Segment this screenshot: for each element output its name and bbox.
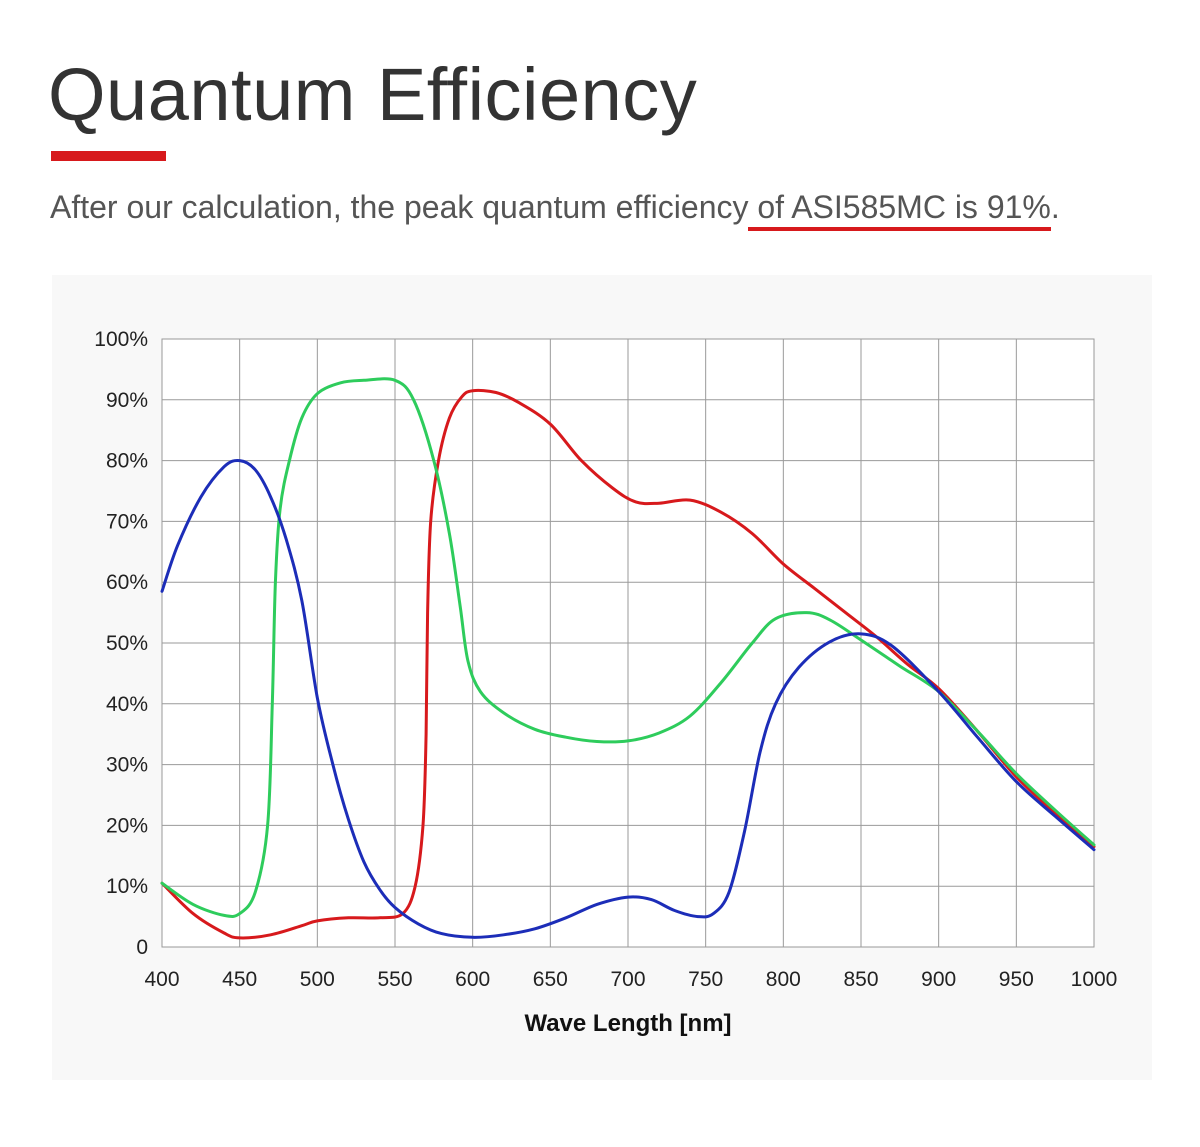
series-layer bbox=[160, 377, 1096, 940]
x-tick-label: 600 bbox=[455, 968, 490, 991]
quantum-efficiency-chart: 400 450 500 550 600 650 700 750 800 850 900 950 1000… bbox=[94, 328, 1117, 1037]
green-channel-line bbox=[160, 377, 1096, 918]
x-tick-label: 800 bbox=[766, 968, 801, 991]
x-tick-label: 400 bbox=[144, 968, 179, 991]
subtitle: After our calculation, the peak quantum … bbox=[50, 188, 1060, 231]
red-channel-line bbox=[160, 388, 1096, 940]
title-underline bbox=[51, 151, 166, 161]
x-tick-labels: 400 450 500 550 600 650 700 750 800 850 900 950 1000 bbox=[144, 968, 1117, 991]
subtitle-text: After our calculation, the peak quantum … bbox=[50, 189, 749, 225]
blue-channel-line bbox=[160, 458, 1096, 939]
y-tick-labels: 0 10% 20% 30% 40% 50% 60% 70% 80% 90% 100% bbox=[94, 328, 148, 959]
x-tick-label: 450 bbox=[222, 968, 257, 991]
x-tick-label: 700 bbox=[610, 968, 645, 991]
page-title: Quantum Efficiency bbox=[48, 53, 698, 136]
x-tick-label: 500 bbox=[300, 968, 335, 991]
y-tick-label: 70% bbox=[106, 510, 148, 533]
y-tick-label: 50% bbox=[106, 632, 148, 655]
x-tick-label: 1000 bbox=[1071, 968, 1118, 991]
y-tick-label: 100% bbox=[94, 328, 148, 351]
y-tick-label: 10% bbox=[106, 875, 148, 898]
y-tick-label: 60% bbox=[106, 571, 148, 594]
x-tick-label: 650 bbox=[533, 968, 568, 991]
x-tick-label: 900 bbox=[921, 968, 956, 991]
x-tick-label: 750 bbox=[688, 968, 723, 991]
y-tick-label: 90% bbox=[106, 389, 148, 412]
chart-panel: 400 450 500 550 600 650 700 750 800 850 900 950 1000… bbox=[52, 275, 1152, 1080]
y-tick-label: 80% bbox=[106, 450, 148, 473]
y-tick-label: 0 bbox=[136, 936, 148, 959]
y-tick-label: 20% bbox=[106, 814, 148, 837]
plot-frame bbox=[161, 338, 1095, 948]
subtitle-highlight: of ASI585MC is 91% bbox=[748, 189, 1051, 231]
y-tick-label: 40% bbox=[106, 693, 148, 716]
subtitle-end: . bbox=[1050, 189, 1060, 225]
x-axis-title: Wave Length [nm] bbox=[524, 1010, 731, 1037]
y-tick-label: 30% bbox=[106, 754, 148, 777]
grid bbox=[161, 338, 1095, 948]
x-tick-label: 850 bbox=[843, 968, 878, 991]
x-tick-label: 550 bbox=[377, 968, 412, 991]
x-tick-label: 950 bbox=[999, 968, 1034, 991]
